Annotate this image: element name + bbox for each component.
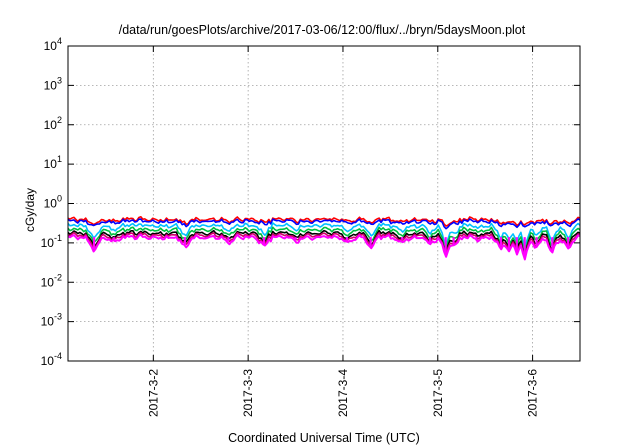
- tick-marks: [68, 45, 580, 362]
- y-tick-label: 100: [44, 194, 62, 211]
- y-tick-label: 104: [44, 36, 62, 53]
- y-tick-label: 101: [44, 154, 62, 171]
- data-series: [67, 215, 581, 261]
- series-line: [67, 231, 581, 259]
- y-tick-label: 103: [44, 75, 62, 92]
- y-tick-label: 102: [44, 115, 62, 132]
- series-line: [67, 215, 581, 227]
- x-tick-label: 2017-3-6: [526, 369, 540, 417]
- y-axis-label: cGy/day: [23, 188, 37, 232]
- x-tick-label: 2017-3-3: [241, 369, 255, 417]
- x-tick-label: 2017-3-2: [146, 369, 160, 417]
- series-line: [67, 218, 581, 230]
- series-line: [67, 233, 581, 261]
- x-tick-label: 2017-3-4: [336, 369, 350, 417]
- x-tick-labels: 2017-3-2 2017-3-3 2017-3-4 2017-3-5 2017-3-6: [146, 369, 539, 417]
- grid-lines: [68, 46, 580, 361]
- series-line: [67, 229, 581, 258]
- series-line: [67, 226, 581, 255]
- y-tick-labels: 10-4 10-3 10-2 10-1 100 101 102 103 104: [41, 36, 62, 368]
- y-tick-label: 10-4: [41, 351, 62, 368]
- x-axis-label: Coordinated Universal Time (UTC): [228, 431, 420, 445]
- chart-title: /data/run/goesPlots/archive/2017-03-06/1…: [119, 23, 526, 37]
- series-line: [67, 222, 581, 250]
- y-tick-label: 10-3: [41, 312, 62, 329]
- y-tick-label: 10-2: [41, 272, 62, 289]
- x-tick-label: 2017-3-5: [431, 369, 445, 417]
- y-tick-label: 10-1: [41, 233, 62, 250]
